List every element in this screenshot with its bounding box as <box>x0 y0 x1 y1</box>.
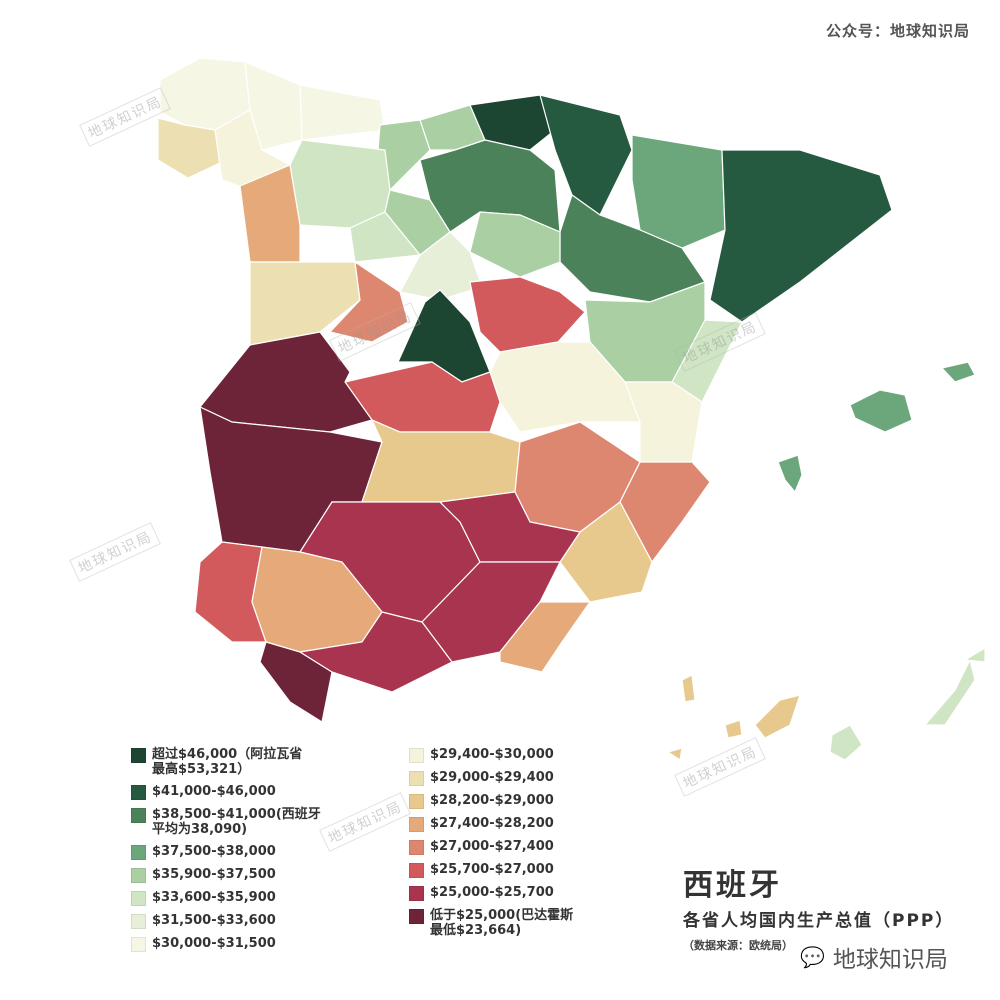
province-region <box>709 149 893 323</box>
legend-swatch <box>131 748 146 763</box>
legend-swatch <box>131 845 146 860</box>
legend-item: $27,000-$27,400 <box>409 839 573 855</box>
legend-item: $37,500-$38,000 <box>131 844 321 860</box>
province-region <box>298 611 453 693</box>
legend-item: 低于$25,000(巴达霍斯 最低$23,664) <box>409 908 573 938</box>
legend-item: $38,500-$41,000(西班牙 平均为38,090) <box>131 807 321 837</box>
legend-item: $29,400-$30,000 <box>409 747 573 763</box>
province-region <box>559 194 706 303</box>
legend-label: $37,500-$38,000 <box>152 844 276 859</box>
brand-name: 地球知识局 <box>832 947 948 973</box>
legend-label: 低于$25,000(巴达霍斯 最低$23,664) <box>430 908 574 938</box>
province-region <box>328 260 409 343</box>
legend-swatch <box>409 863 424 878</box>
province-region <box>631 134 726 249</box>
province-region <box>289 139 391 229</box>
legend-swatch <box>409 748 424 763</box>
legend-item: $27,400-$28,200 <box>409 816 573 832</box>
province-region <box>239 164 301 263</box>
brand: 💬 地球知识局 <box>800 940 948 974</box>
legend-label: $25,700-$27,000 <box>430 862 554 877</box>
legend-swatch <box>409 771 424 786</box>
legend-item: $28,200-$29,000 <box>409 793 573 809</box>
legend-swatch <box>131 891 146 906</box>
legend-right: $29,400-$30,000 $29,000-$29,400 $28,200-$2… <box>409 747 573 945</box>
legend-item: $33,600-$35,900 <box>131 890 321 906</box>
province-region <box>940 361 976 383</box>
province-region <box>499 601 592 673</box>
legend-swatch <box>409 886 424 901</box>
legend-label: $33,600-$35,900 <box>152 890 276 905</box>
legend-label: $29,400-$30,000 <box>430 747 554 762</box>
province-region <box>299 84 386 141</box>
province-region <box>244 61 303 151</box>
account-label: 公众号：地球知识局 <box>825 22 970 40</box>
legend-swatch <box>131 868 146 883</box>
legend-left: 超过$46,000（阿拉瓦省 最高$53,321） $41,000-$46,000… <box>131 747 321 959</box>
province-region <box>754 694 801 739</box>
province-region <box>829 724 863 761</box>
legend-swatch <box>409 817 424 832</box>
title-block: 西班牙 各省人均国内生产总值（PPP） （数据来源：欧统局） <box>683 860 954 953</box>
legend-swatch <box>409 794 424 809</box>
legend-label: $41,000-$46,000 <box>152 784 276 799</box>
data-source: （数据来源：欧统局） <box>683 939 793 952</box>
legend-swatch <box>131 914 146 929</box>
province-region <box>923 658 976 726</box>
legend-label: $25,000-$25,700 <box>430 885 554 900</box>
province-region <box>469 94 556 151</box>
wechat-icon: 💬 <box>800 945 825 969</box>
legend-swatch <box>409 909 424 924</box>
map-title: 西班牙 <box>683 868 782 903</box>
province-region <box>681 674 696 703</box>
legend-label: 超过$46,000（阿拉瓦省 最高$53,321） <box>152 747 303 777</box>
legend-item: $30,000-$31,500 <box>131 936 321 952</box>
legend-label: $35,900-$37,500 <box>152 867 276 882</box>
legend-item: $29,000-$29,400 <box>409 770 573 786</box>
legend-item: 超过$46,000（阿拉瓦省 最高$53,321） <box>131 747 321 777</box>
map-subtitle: 各省人均国内生产总值（PPP） <box>683 911 955 931</box>
legend-swatch <box>409 840 424 855</box>
province-region <box>469 276 586 353</box>
legend-label: $27,400-$28,200 <box>430 816 554 831</box>
province-region <box>724 719 743 739</box>
province-region <box>666 747 683 762</box>
province-region <box>963 646 986 663</box>
legend-label: $29,000-$29,400 <box>430 770 554 785</box>
legend-label: $31,500-$33,600 <box>152 913 276 928</box>
legend-label: $27,000-$27,400 <box>430 839 554 854</box>
legend-swatch <box>131 785 146 800</box>
legend-item: $25,000-$25,700 <box>409 885 573 901</box>
legend-label: $28,200-$29,000 <box>430 793 554 808</box>
legend-item: $41,000-$46,000 <box>131 784 321 800</box>
province-region <box>849 389 913 433</box>
legend-label: $38,500-$41,000(西班牙 平均为38,090) <box>152 807 321 837</box>
legend-item: $31,500-$33,600 <box>131 913 321 929</box>
legend-item: $35,900-$37,500 <box>131 867 321 883</box>
province-region <box>361 418 521 503</box>
legend-swatch <box>131 937 146 952</box>
legend-item: $25,700-$27,000 <box>409 862 573 878</box>
province-region <box>777 454 803 494</box>
legend-label: $30,000-$31,500 <box>152 936 276 951</box>
legend-swatch <box>131 808 146 823</box>
